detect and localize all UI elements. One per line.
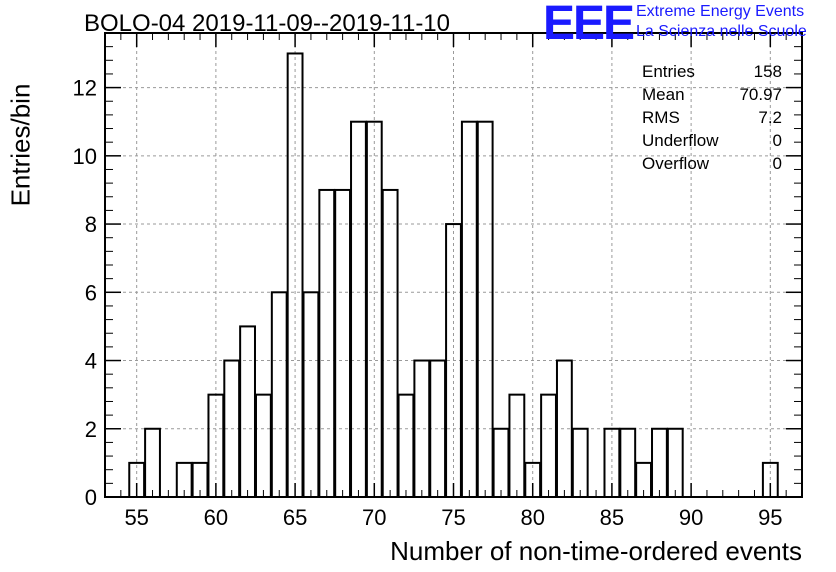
x-tick-label: 85 bbox=[600, 505, 624, 530]
logo-line-2: La Scienza nelle Scuole bbox=[636, 23, 807, 40]
histogram-bar bbox=[350, 120, 367, 499]
x-tick-label: 60 bbox=[204, 505, 228, 530]
stats-value: 70.97 bbox=[739, 85, 782, 104]
y-tick-label: 2 bbox=[85, 417, 97, 442]
histogram-bar bbox=[540, 393, 557, 499]
histogram-bar bbox=[318, 188, 336, 499]
y-tick-label: 10 bbox=[73, 144, 97, 169]
histogram-bar bbox=[239, 325, 256, 499]
x-tick-label: 55 bbox=[124, 505, 148, 530]
stats-value: 0 bbox=[772, 131, 782, 150]
stats-label: Entries bbox=[642, 62, 695, 81]
y-tick-label: 0 bbox=[85, 485, 97, 510]
histogram-bar bbox=[270, 291, 288, 499]
stats-row-entries: Entries 158 bbox=[642, 60, 782, 83]
stats-label: Mean bbox=[642, 85, 685, 104]
stats-value: 158 bbox=[753, 62, 782, 81]
eee-logo-text: Extreme Energy Events La Scienza nelle S… bbox=[636, 2, 807, 42]
stats-box: Entries 158 Mean 70.97 RMS 7.2 Underflow… bbox=[642, 60, 782, 175]
stats-value: 7.2 bbox=[758, 108, 782, 127]
histogram-bar bbox=[397, 393, 415, 499]
eee-logo: EEE bbox=[543, 0, 635, 50]
logo-line-1: Extreme Energy Events bbox=[636, 3, 805, 20]
histogram-bar bbox=[476, 120, 494, 499]
x-tick-label: 70 bbox=[362, 505, 386, 530]
x-axis-title: Number of non-time-ordered events bbox=[390, 536, 802, 566]
stats-label: RMS bbox=[642, 108, 680, 127]
histogram-bar bbox=[508, 393, 526, 499]
stats-row-mean: Mean 70.97 bbox=[642, 83, 782, 106]
histogram-bar bbox=[666, 427, 684, 498]
histogram-bar bbox=[302, 291, 320, 499]
chart-title: BOLO-04 2019-11-09--2019-11-10 bbox=[84, 10, 450, 37]
histogram-bar bbox=[144, 427, 161, 498]
x-tick-label: 95 bbox=[758, 505, 782, 530]
stats-row-overflow: Overflow 0 bbox=[642, 152, 782, 175]
stats-label: Overflow bbox=[642, 154, 710, 173]
histogram-bar bbox=[651, 427, 668, 498]
histogram-bar bbox=[413, 359, 431, 498]
y-tick-label: 12 bbox=[73, 76, 97, 101]
tick-labels: 55 60 65 70 75 80 85 90 95 0 2 4 6 8 10 12 bbox=[73, 76, 783, 530]
y-tick-label: 6 bbox=[85, 280, 97, 305]
stats-value: 0 bbox=[772, 154, 782, 173]
axis-ticks bbox=[104, 33, 803, 498]
stats-row-underflow: Underflow 0 bbox=[642, 129, 782, 152]
stats-label: Underflow bbox=[642, 131, 719, 150]
histogram-bar bbox=[334, 188, 352, 499]
y-tick-label: 4 bbox=[85, 349, 97, 374]
y-tick-label: 8 bbox=[85, 212, 97, 237]
histogram-bar bbox=[492, 427, 510, 498]
histogram-bar bbox=[571, 427, 589, 498]
histogram-bar bbox=[381, 188, 399, 499]
y-axis-title-wrap: Entries/bin bbox=[4, 84, 38, 207]
histogram-bar bbox=[207, 393, 225, 499]
histogram-bar bbox=[619, 427, 637, 498]
stats-row-rms: RMS 7.2 bbox=[642, 106, 782, 129]
x-tick-label: 80 bbox=[520, 505, 544, 530]
x-tick-label: 90 bbox=[679, 505, 703, 530]
x-tick-label: 65 bbox=[283, 505, 307, 530]
histogram-bar bbox=[254, 393, 272, 499]
histogram-bar bbox=[460, 120, 478, 499]
y-axis-title: Entries/bin bbox=[5, 83, 36, 207]
x-tick-label: 75 bbox=[441, 505, 465, 530]
